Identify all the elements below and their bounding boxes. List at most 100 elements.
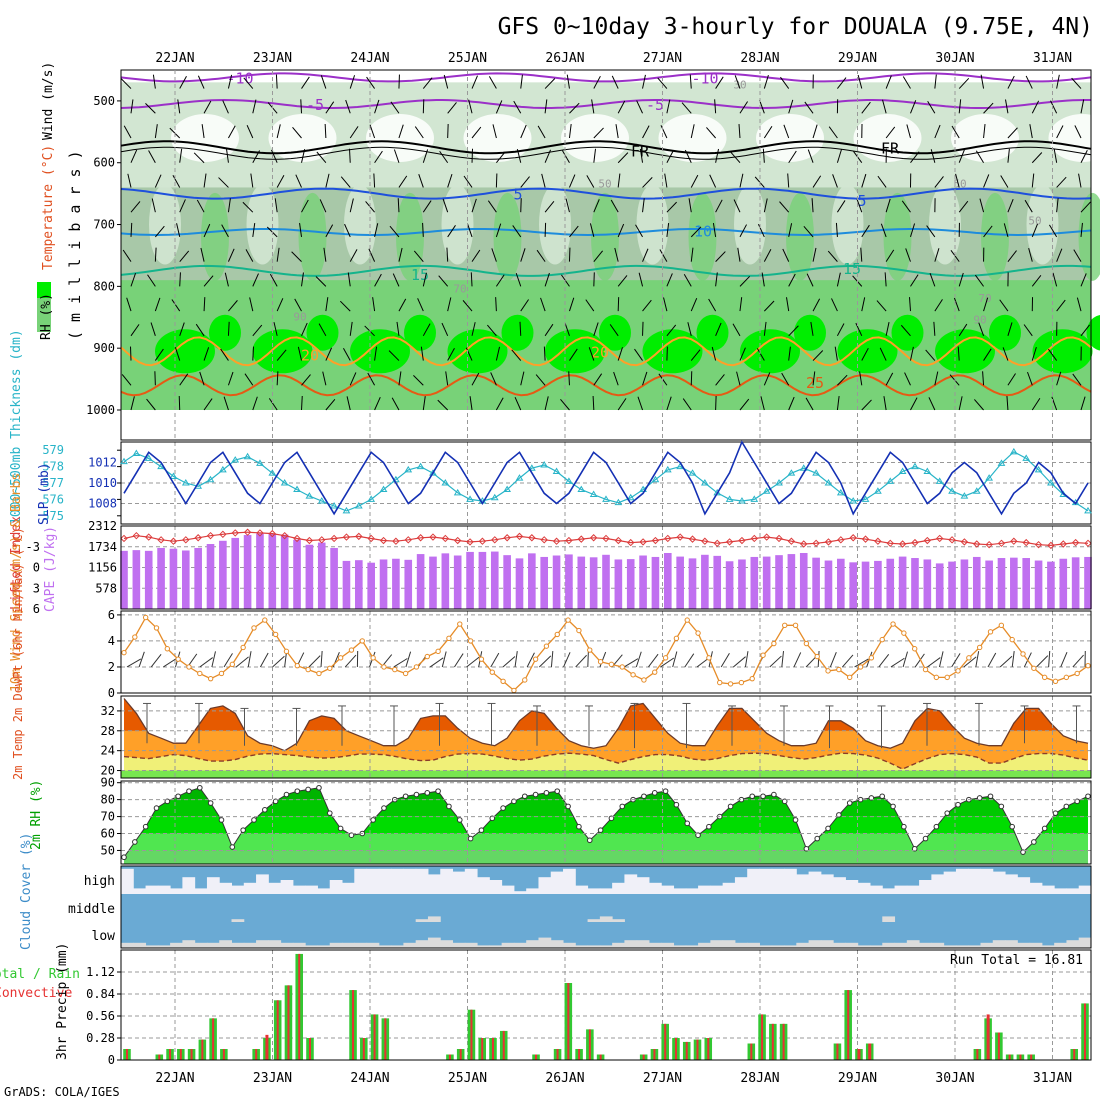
- thickness-point: [231, 456, 240, 463]
- wind-barb: [910, 274, 919, 287]
- cloud-high-bar: [219, 882, 233, 894]
- lifted-index-axis-label: Lifted Index: [9, 516, 24, 610]
- lifted-index-point: [688, 535, 697, 543]
- wind10m-barb: [1011, 651, 1015, 668]
- rh2m-point: [933, 823, 940, 830]
- rh2m-point: [749, 793, 756, 800]
- rh2m-point: [175, 793, 181, 800]
- wind-barb: [974, 274, 984, 287]
- precip-rain-center: [588, 1029, 591, 1060]
- rh2m-point: [121, 854, 127, 861]
- wind-barb: [904, 372, 911, 386]
- precip-rain-center: [535, 1054, 538, 1060]
- isotherm-label: -10: [226, 69, 253, 87]
- wind-barb: [174, 347, 181, 361]
- wind-barb: [443, 74, 449, 89]
- cloud-low-bar: [292, 942, 306, 948]
- wind10m-barb: [672, 651, 678, 668]
- thickness-point: [812, 469, 820, 476]
- wind-barb: [179, 199, 186, 213]
- pressure-tick-label: 600: [93, 156, 115, 170]
- wind-barb: [319, 199, 327, 213]
- thickness-point: [997, 459, 1006, 466]
- wind-barb: [861, 101, 871, 114]
- wind-barb: [316, 151, 327, 164]
- wind-barb: [812, 298, 821, 312]
- wind-barb: [681, 102, 692, 114]
- rh2m-point: [911, 845, 918, 852]
- wind-barb: [126, 297, 132, 312]
- cloud-low-bar: [575, 945, 589, 948]
- cape-bar: [305, 544, 314, 609]
- rh-legend-swatch: [37, 282, 51, 298]
- wind-barb: [1056, 125, 1064, 139]
- rh-contour-label: 90: [973, 313, 986, 326]
- precip-rain-center: [298, 953, 301, 1060]
- cloud-high-bar: [194, 888, 208, 894]
- wind-barb: [910, 151, 920, 164]
- rh-moist-column: [981, 192, 1009, 281]
- wind-barb: [642, 74, 646, 89]
- wind-barb: [447, 225, 456, 238]
- lifted-index-point: [997, 539, 1006, 547]
- wind-barb: [568, 371, 570, 386]
- wind-barb: [122, 249, 132, 262]
- wind-barb: [831, 298, 838, 312]
- rh2m-band: [140, 816, 1088, 834]
- cape-bar: [355, 560, 363, 609]
- wind-barb: [786, 297, 790, 312]
- cape-bar: [589, 557, 598, 609]
- rh2m-point: [251, 817, 257, 823]
- precip-tick-label: 1.12: [86, 965, 115, 979]
- wind-barb: [732, 323, 741, 337]
- cloud-high-bar: [403, 868, 417, 894]
- wind-barb: [294, 298, 302, 312]
- wind-barb: [715, 148, 720, 163]
- wind-barb: [636, 100, 643, 114]
- wind10m-point: [792, 622, 799, 629]
- rh2m-point: [348, 832, 355, 839]
- wind-barb: [569, 225, 579, 238]
- wind-barb: [390, 101, 400, 114]
- wind-barb: [788, 325, 799, 337]
- wind-barb: [980, 74, 985, 89]
- rh2m-point: [836, 812, 842, 818]
- wind-barb: [203, 173, 207, 188]
- rh-moist-column: [493, 192, 522, 281]
- precip-rain-center: [502, 1030, 505, 1060]
- wind-barb: [1000, 175, 1009, 188]
- wind-barb: [617, 100, 626, 114]
- lifted-index-point: [552, 537, 561, 545]
- cloud-high-bar: [243, 882, 257, 894]
- wind-barb: [252, 150, 261, 163]
- wind-barb: [834, 346, 838, 361]
- dewpt-line: [123, 752, 1089, 770]
- cape-bar: [1010, 557, 1018, 609]
- cloud-low-bar: [133, 942, 147, 948]
- wind10m-point: [673, 635, 680, 642]
- cloud-high-bar: [1017, 877, 1031, 894]
- precip-rain-center: [578, 1049, 581, 1060]
- rh2m-band: [128, 833, 1088, 851]
- wind-barb: [177, 99, 181, 114]
- cape-bar: [701, 554, 709, 609]
- wind10m-point: [1020, 651, 1026, 657]
- precip-rain-center: [448, 1054, 451, 1060]
- wind10m-barb: [320, 650, 323, 668]
- wind10m-point: [327, 665, 333, 671]
- wind10m-point: [229, 661, 236, 668]
- lifted-index-point: [491, 536, 499, 544]
- wind10m-point: [435, 648, 441, 655]
- cape-bar: [268, 533, 277, 609]
- wind-barb: [639, 148, 644, 163]
- wind-barb: [227, 125, 236, 139]
- wind10m-barb: [927, 657, 941, 668]
- wind-barb: [487, 200, 497, 213]
- cloud-low-bar: [378, 945, 392, 948]
- precip-rain-center: [664, 1023, 667, 1060]
- cape-bar: [676, 556, 684, 609]
- wind-barb: [318, 323, 327, 337]
- wind10m-barb: [1048, 650, 1051, 668]
- wind-barb: [1007, 322, 1013, 336]
- wind-barb: [763, 372, 771, 386]
